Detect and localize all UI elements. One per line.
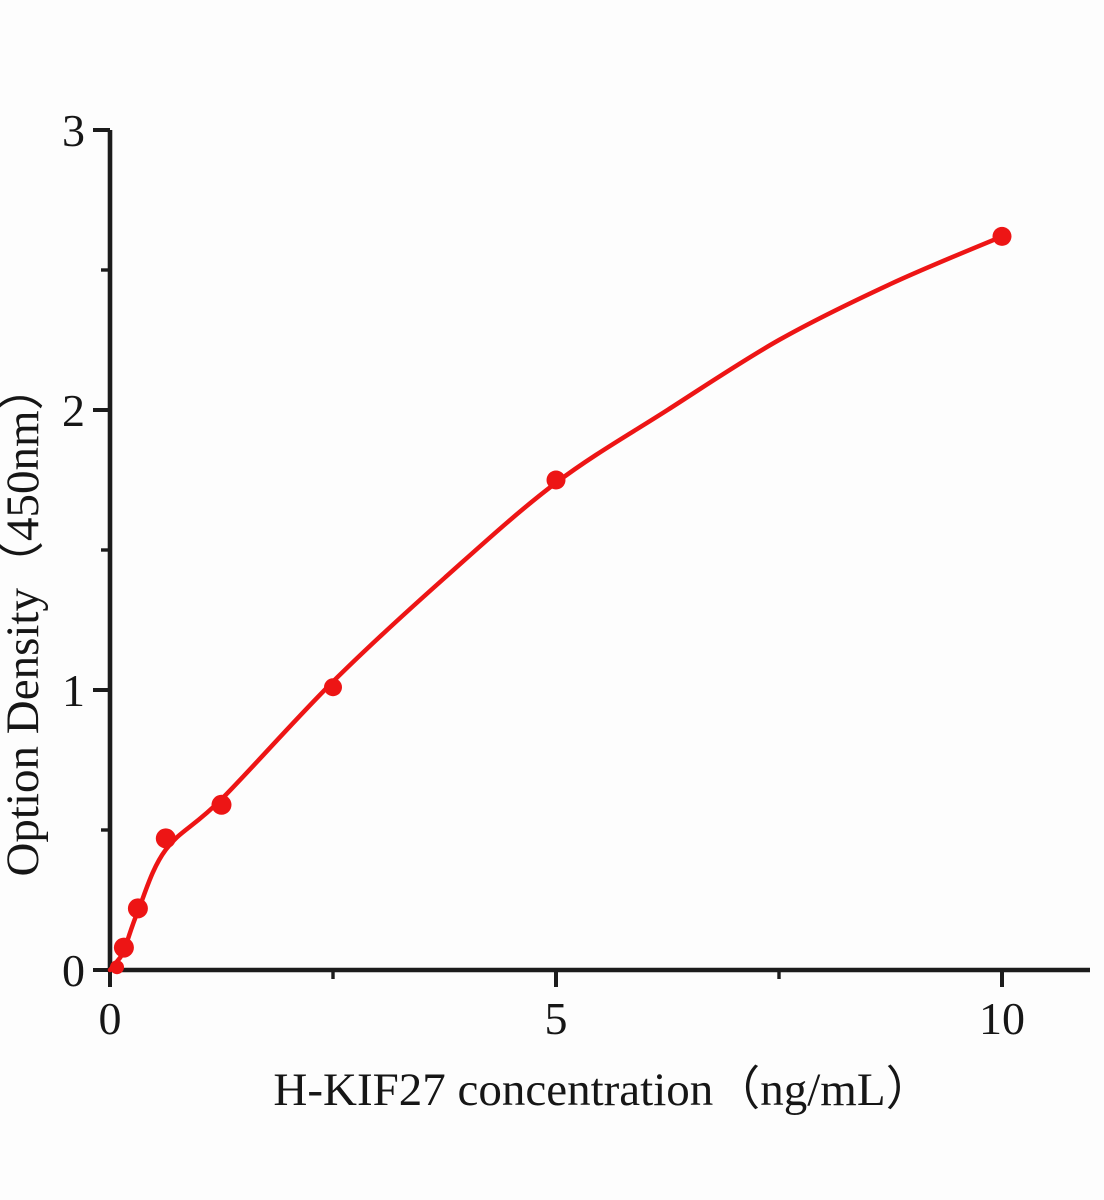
data-point [211,794,232,815]
y-axis-tick-label: 3 [62,105,85,156]
data-point [113,937,134,958]
y-axis-title: Option Density（450nm） [0,363,49,876]
x-axis-tick-label: 0 [99,993,122,1044]
data-point [324,678,342,697]
data-point [110,960,124,975]
x-axis-tick-label: 5 [545,993,568,1044]
data-point [155,828,176,849]
y-axis-tick-label: 1 [62,665,85,716]
data-point [127,898,148,919]
x-axis-title: H-KIF27 concentration（ng/mL） [273,1064,932,1116]
standard-curve-fit-line [107,234,1005,973]
x-axis-tick-label: 10 [979,993,1025,1044]
y-axis-tick-label: 0 [62,945,85,996]
data-point [992,226,1012,246]
y-axis-tick-label: 2 [62,385,85,436]
data-point [546,470,566,490]
